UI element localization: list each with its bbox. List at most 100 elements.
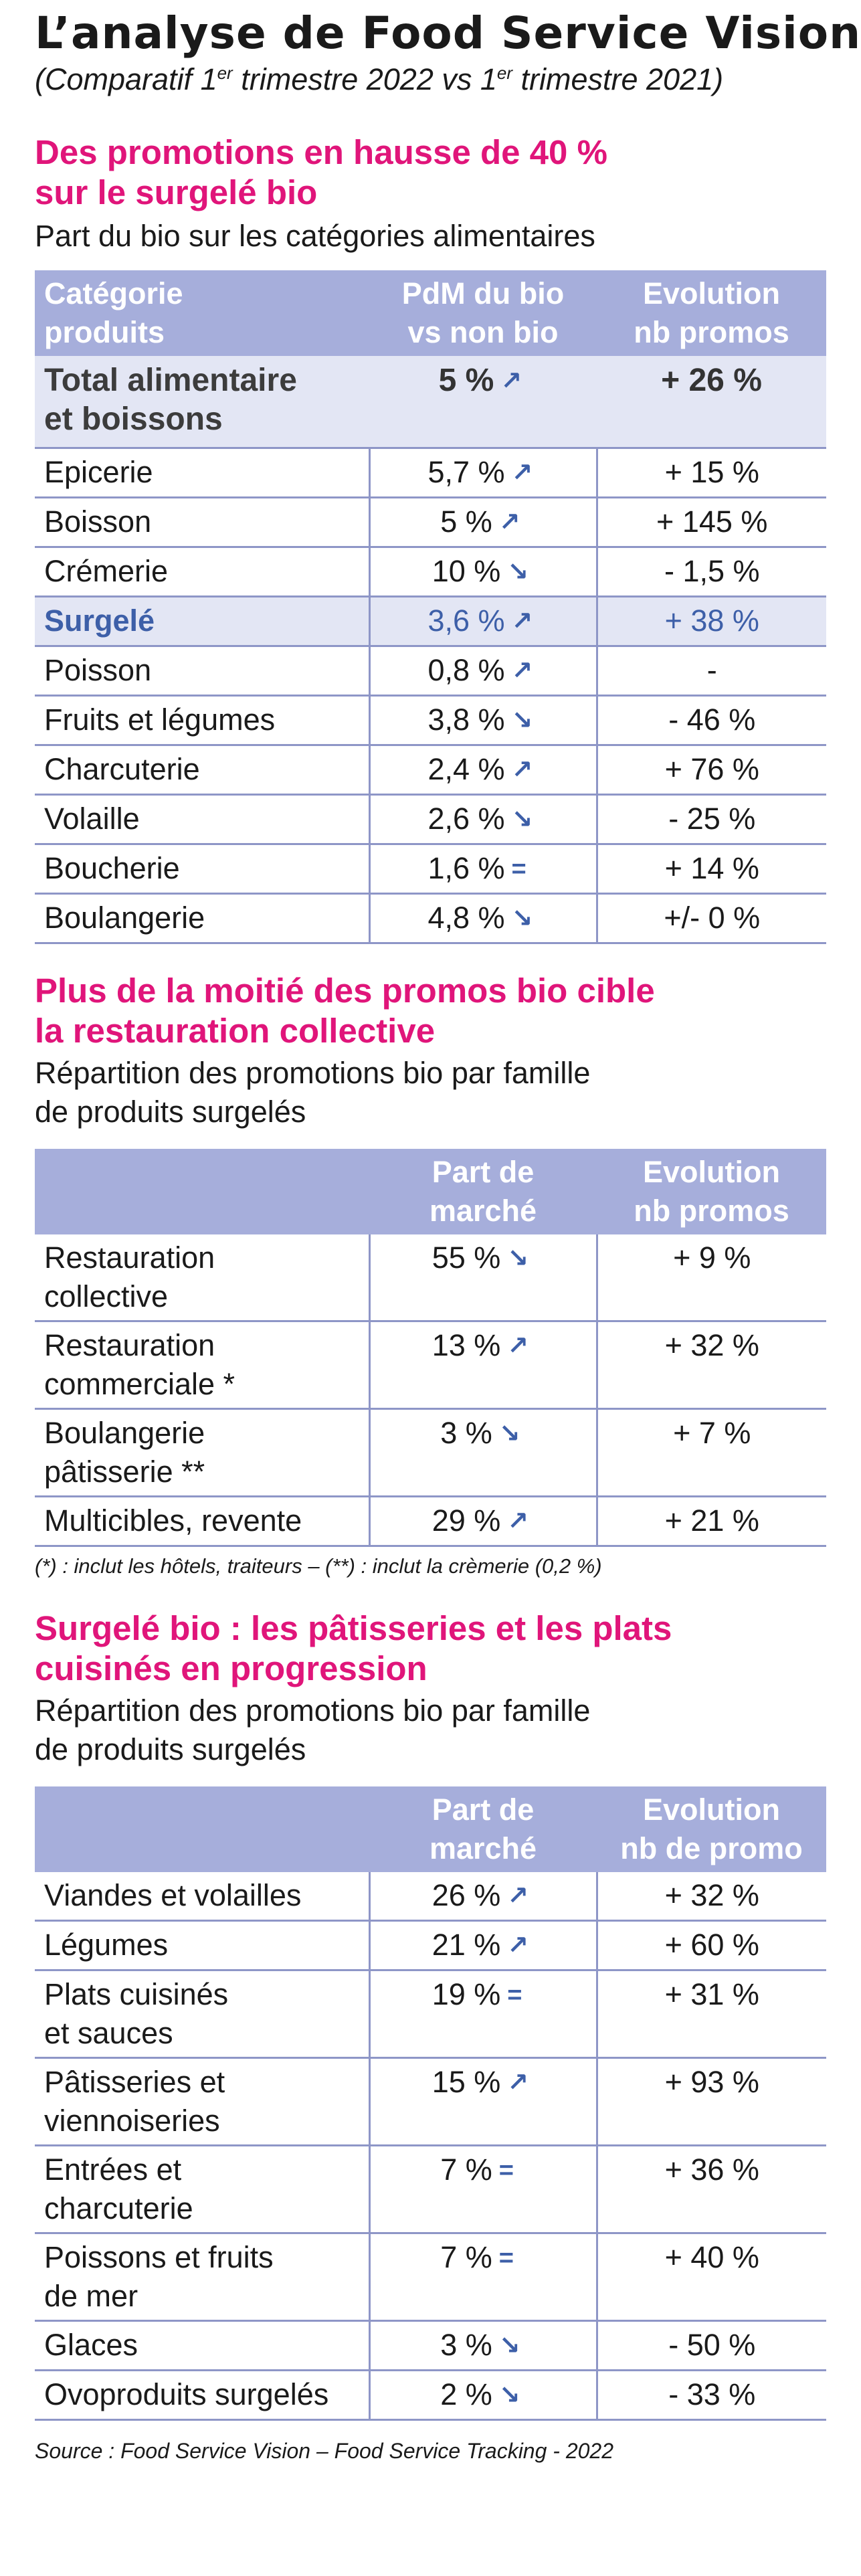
row-share: 3,8 % ↘ xyxy=(368,695,598,746)
table-frozen-targets: Part de marché Evolution nb promos Restaur… xyxy=(35,1149,826,1547)
section-organic-share: Des promotions en hausse de 40 % sur le … xyxy=(35,132,826,944)
row-share: 7 % = xyxy=(368,2233,598,2322)
table-row: Volaille 2,6 % ↘ - 25 % xyxy=(35,794,826,845)
row-evolution: + 21 % xyxy=(597,1496,826,1547)
table-row: Boucherie 1,6 % = + 14 % xyxy=(35,844,826,895)
row-evolution: + 7 % xyxy=(597,1408,826,1497)
header-market-share: Part de marché xyxy=(369,1786,597,1872)
row-label: Surgelé xyxy=(35,596,369,647)
row-evolution: + 9 % xyxy=(597,1234,826,1322)
arrow-down-right-icon: ↘ xyxy=(498,2381,520,2409)
header-category: Catégorie produits xyxy=(35,270,369,356)
arrow-up-right-icon: ↗ xyxy=(511,459,533,487)
arrow-down-right-icon: ↘ xyxy=(511,707,533,735)
arrow-down-right-icon: ↘ xyxy=(498,1420,520,1448)
section-collective-catering: Plus de la moitié des promos bio cible l… xyxy=(35,971,826,1580)
row-evolution: + 26 % xyxy=(597,356,826,449)
equal-icon: = xyxy=(507,1981,522,2009)
table-row: Epicerie 5,7 % ↗ + 15 % xyxy=(35,448,826,498)
row-evolution: + 145 % xyxy=(597,497,826,548)
row-label: Crémerie xyxy=(35,547,369,597)
source-credit: Source : Food Service Vision – Food Serv… xyxy=(35,2439,614,2463)
row-label: Restauration commerciale * xyxy=(35,1321,369,1410)
table-row: Viandes et volailles 26 % ↗ + 32 % xyxy=(35,1872,826,1922)
row-label: Epicerie xyxy=(35,448,369,498)
arrow-up-right-icon: ↗ xyxy=(507,1932,529,1960)
row-label: Multicibles, revente xyxy=(35,1496,369,1547)
row-share: 4,8 % ↘ xyxy=(368,893,598,944)
table-row-total: Total alimentaire et boissons 5 % ↗ + 26 % xyxy=(35,356,826,449)
row-share: 7 % = xyxy=(368,2145,598,2234)
table-row: Plats cuisinés et sauces 19 % = + 31 % xyxy=(35,1970,826,2059)
section1-subtitle: Part du bio sur les catégories alimentai… xyxy=(35,219,595,253)
row-share: 3,6 % ↗ xyxy=(368,596,598,647)
table-row: Restauration commerciale * 13 % ↗ + 32 % xyxy=(35,1321,826,1410)
section2-title: Plus de la moitié des promos bio cible l… xyxy=(35,972,655,1050)
row-share: 21 % ↗ xyxy=(368,1920,598,1971)
row-evolution: + 32 % xyxy=(597,1321,826,1410)
arrow-up-right-icon: ↗ xyxy=(507,1332,529,1360)
row-label: Restauration collective xyxy=(35,1234,369,1322)
arrow-up-right-icon: ↗ xyxy=(507,1882,529,1910)
header-empty xyxy=(35,1786,369,1872)
row-share: 1,6 % = xyxy=(368,844,598,895)
row-evolution: - 25 % xyxy=(597,794,826,845)
row-share: 19 % = xyxy=(368,1970,598,2059)
row-share: 3 % ↘ xyxy=(368,1408,598,1497)
table-header-row: Part de marché Evolution nb de promo xyxy=(35,1786,826,1872)
row-evolution: + 38 % xyxy=(597,596,826,647)
main-subtitle: (Comparatif 1er trimestre 2022 vs 1er tr… xyxy=(35,62,724,96)
section3-subtitle: Répartition des promotions bio par famil… xyxy=(35,1693,591,1766)
table-row: Surgelé 3,6 % ↗ + 38 % xyxy=(35,596,826,647)
row-label: Glaces xyxy=(35,2320,369,2371)
table-row: Pâtisseries et viennoiseries 15 % ↗ + 93 % xyxy=(35,2057,826,2146)
section2-subtitle: Répartition des promotions bio par famil… xyxy=(35,1056,591,1129)
table-row: Poisson 0,8 % ↗ - xyxy=(35,646,826,697)
row-label: Ovoproduits surgelés xyxy=(35,2370,369,2421)
arrow-up-right-icon: ↗ xyxy=(507,2069,529,2097)
table-frozen-families: Part de marché Evolution nb de promo Viand… xyxy=(35,1786,826,2421)
row-evolution: + 93 % xyxy=(597,2057,826,2146)
table-row: Charcuterie 2,4 % ↗ + 76 % xyxy=(35,745,826,796)
section3-title: Surgelé bio : les pâtisseries et les pla… xyxy=(35,1609,672,1687)
arrow-down-right-icon: ↘ xyxy=(507,558,529,586)
table-row: Poissons et fruits de mer 7 % = + 40 % xyxy=(35,2233,826,2322)
table-row: Ovoproduits surgelés 2 % ↘ - 33 % xyxy=(35,2370,826,2421)
arrow-up-right-icon: ↗ xyxy=(511,756,533,784)
row-evolution: + 76 % xyxy=(597,745,826,796)
header-empty xyxy=(35,1149,369,1234)
row-share: 26 % ↗ xyxy=(368,1872,598,1922)
row-label: Fruits et légumes xyxy=(35,695,369,746)
row-label: Poissons et fruits de mer xyxy=(35,2233,369,2322)
header-evolution: Evolution nb de promo xyxy=(597,1786,826,1872)
arrow-up-right-icon: ↗ xyxy=(500,367,522,395)
arrow-up-right-icon: ↗ xyxy=(507,1507,529,1536)
row-evolution: + 40 % xyxy=(597,2233,826,2322)
equal-icon: = xyxy=(498,2156,514,2185)
header-evolution: Evolution nb promos xyxy=(597,1149,826,1234)
row-label: Plats cuisinés et sauces xyxy=(35,1970,369,2059)
table-row: Glaces 3 % ↘ - 50 % xyxy=(35,2320,826,2371)
equal-icon: = xyxy=(511,855,527,883)
table-row: Légumes 21 % ↗ + 60 % xyxy=(35,1920,826,1971)
arrow-down-right-icon: ↘ xyxy=(511,905,533,933)
header-evolution: Evolution nb promos xyxy=(597,270,826,356)
row-label: Boulangerie pâtisserie ** xyxy=(35,1408,369,1497)
section-frozen-families: Surgelé bio : les pâtisseries et les pla… xyxy=(35,1608,826,2421)
row-evolution: + 14 % xyxy=(597,844,826,895)
row-share: 0,8 % ↗ xyxy=(368,646,598,697)
row-share: 2 % ↘ xyxy=(368,2370,598,2421)
row-label: Volaille xyxy=(35,794,369,845)
row-evolution: - 46 % xyxy=(597,695,826,746)
row-label: Entrées et charcuterie xyxy=(35,2145,369,2234)
table-row: Crémerie 10 % ↘ - 1,5 % xyxy=(35,547,826,597)
equal-icon: = xyxy=(498,2244,514,2272)
footnote: (*) : inclut les hôtels, traiteurs – (**… xyxy=(35,1554,602,1578)
row-share: 2,4 % ↗ xyxy=(368,745,598,796)
row-label: Pâtisseries et viennoiseries xyxy=(35,2057,369,2146)
row-label: Légumes xyxy=(35,1920,369,1971)
row-evolution: + 15 % xyxy=(597,448,826,498)
row-share: 5 % ↗ xyxy=(369,356,597,449)
row-evolution: +/- 0 % xyxy=(597,893,826,944)
table-row: Restauration collective 55 % ↘ + 9 % xyxy=(35,1234,826,1322)
